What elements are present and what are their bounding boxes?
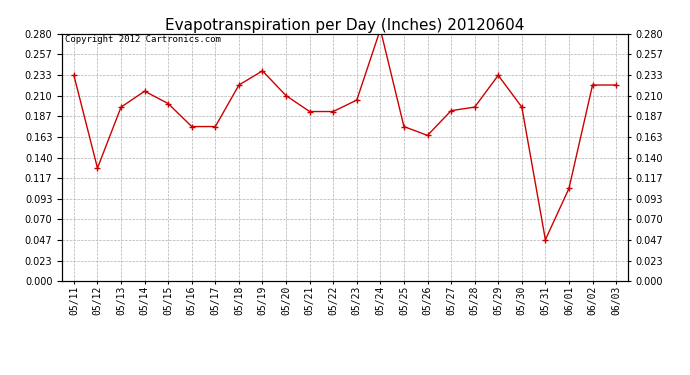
Text: Copyright 2012 Cartronics.com: Copyright 2012 Cartronics.com [65,35,221,44]
Title: Evapotranspiration per Day (Inches) 20120604: Evapotranspiration per Day (Inches) 2012… [166,18,524,33]
